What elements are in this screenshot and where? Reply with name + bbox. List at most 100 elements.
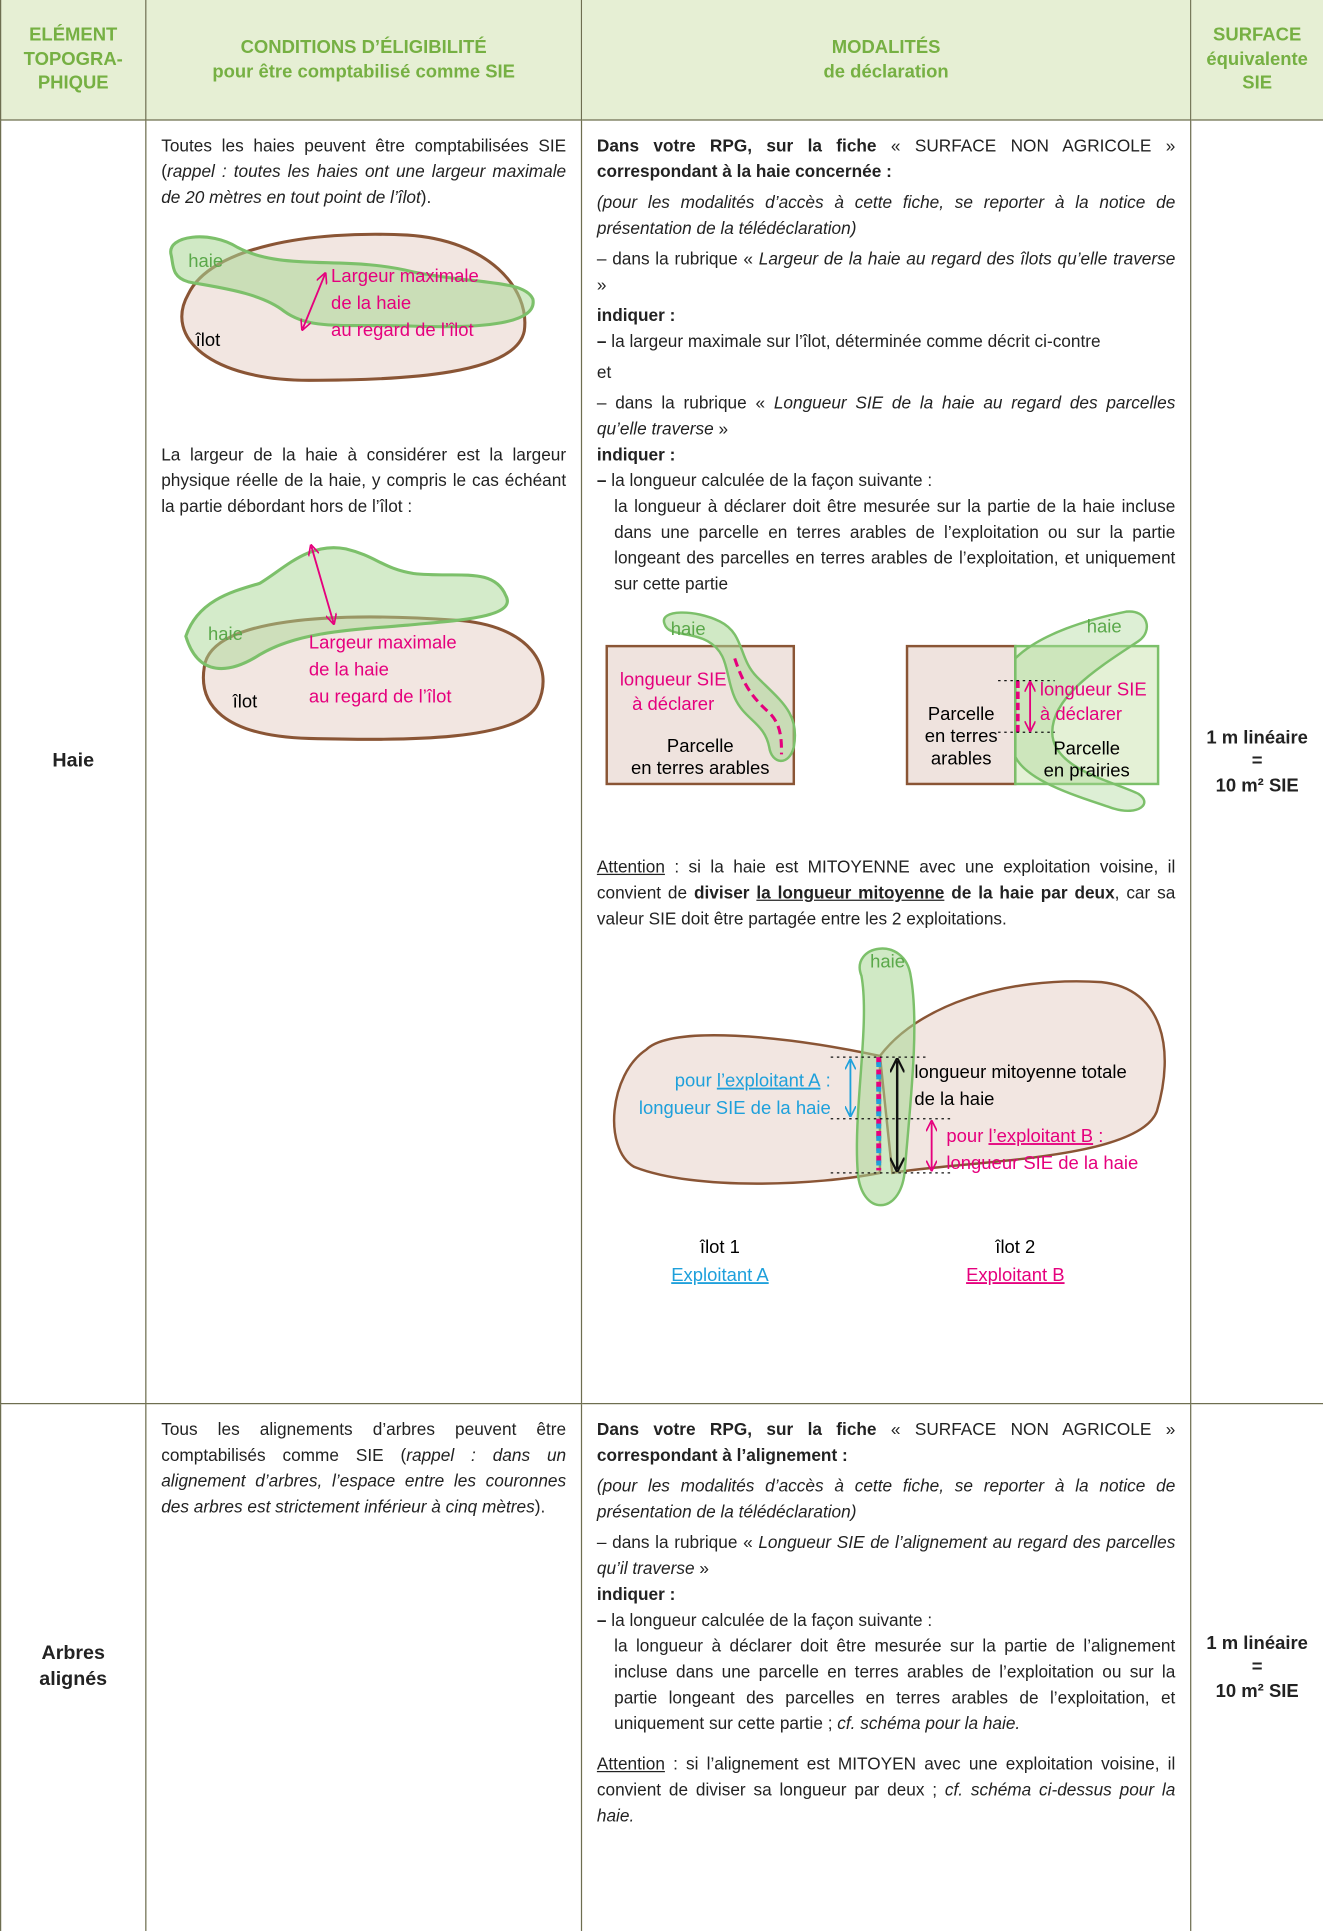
shape (905, 644, 1017, 786)
text: longueur SIE de la haie (639, 1097, 831, 1118)
text: Longueur SIE de la haie au regard des pa… (596, 392, 1176, 439)
text: cf. schéma ci-dessus pour la haie. (596, 1779, 1176, 1826)
text: – (596, 1609, 607, 1630)
shape (1014, 610, 1149, 812)
text: correspondant à l’alignement : (596, 1444, 848, 1465)
header-text: pour être comptabilisé comme SIE (212, 60, 515, 82)
element-name: alignés (39, 1668, 108, 1690)
paragraph: (pour les modalités d’accès à cette fich… (596, 191, 1176, 238)
element-name: Arbres (41, 1643, 105, 1665)
paragraph: la longueur à déclarer doit être mesurée… (597, 1633, 1175, 1736)
shape (733, 657, 784, 755)
text: Longueur SIE de l’alignement au regard d… (596, 1532, 1176, 1578)
text: de la haie (914, 1088, 994, 1109)
text: : (820, 1070, 830, 1091)
modalites-cell: Dans votre RPG, sur la fiche « SURFACE N… (582, 120, 1192, 1405)
text: Parcelle (667, 735, 734, 756)
paragraph: – la longueur calculée de la façon suiva… (597, 1607, 1175, 1633)
text: Attention (596, 856, 665, 877)
header-text: CONDITIONS D’ÉLIGIBILITÉ (240, 36, 487, 58)
text: l’exploitant A (717, 1070, 821, 1091)
surface-text: 10 m² SIE (1215, 1680, 1299, 1702)
text: la largeur maximale sur l’îlot, détermin… (606, 331, 1101, 351)
shape (303, 274, 325, 328)
header-cell: MODALITÉS de déclaration (582, 0, 1192, 121)
header-cell: SURFACE équivalente SIE (1191, 0, 1323, 121)
text: Dans votre RPG, sur la fiche (596, 1418, 877, 1439)
text: – (596, 470, 607, 490)
surface-text: = (1251, 751, 1263, 772)
text: Exploitant A (671, 1264, 769, 1285)
element-name: Haie (52, 750, 95, 772)
paragraph: La largeur de la haie à considérer est l… (161, 444, 567, 516)
paragraph: Dans votre RPG, sur la fiche « SURFACE N… (597, 1417, 1175, 1469)
text: rappel : toutes les haies ont une largeu… (161, 161, 567, 207)
paragraph: indiquer : (596, 1583, 676, 1604)
conditions-cell: Tous les alignements d’arbres peuvent êt… (146, 1404, 583, 1931)
text: à déclarer (1040, 703, 1122, 724)
paragraph: Dans votre RPG, sur la fiche « SURFACE N… (597, 133, 1175, 185)
text: haie (188, 250, 223, 271)
paragraph: – dans la rubrique « Longueur SIE de la … (597, 390, 1175, 442)
header-text: TOPOGRA- (23, 48, 123, 70)
text: – dans la rubrique « (596, 392, 774, 413)
text: – dans la rubrique « (596, 248, 759, 269)
shape (184, 546, 509, 671)
text: : (1093, 1125, 1103, 1146)
surface-cell: 1 m linéaire = 10 m² SIE (1191, 121, 1323, 1405)
diagram: haie pour l’exploitant A : longueur SIE … (612, 947, 1166, 1285)
text: « SURFACE NON AGRICOLE » (876, 1418, 1176, 1439)
text: – (596, 331, 607, 351)
paragraph: – dans la rubrique « Longueur SIE de l’a… (597, 1530, 1175, 1582)
text: à déclarer (632, 693, 714, 714)
header-cell: CONDITIONS D’ÉLIGIBILITÉ pour être compta… (146, 0, 583, 121)
shape (878, 980, 1166, 1175)
surface-text: 1 m linéaire (1206, 1632, 1308, 1654)
text: arables (931, 747, 992, 768)
element-cell: Haie (0, 120, 147, 1405)
text: l’exploitant B (988, 1125, 1093, 1146)
text: longueur mitoyenne totale (914, 1061, 1126, 1082)
text: en terres (925, 725, 998, 746)
conditions-cell: Toutes les haies peuvent être comptabili… (146, 120, 583, 1405)
text: » (596, 274, 607, 295)
text: pour (675, 1070, 717, 1091)
surface-text: = (1251, 1656, 1263, 1678)
text: » (694, 1558, 709, 1578)
text: Dans votre RPG, sur la fiche (596, 135, 877, 156)
paragraph: – la largeur maximale sur l’îlot, déterm… (597, 329, 1175, 355)
text: : si l’alignement est MITOYEN avec une e… (596, 1753, 1176, 1800)
text: de la haie (331, 292, 411, 313)
text: la longueur à déclarer doit être mesurée… (614, 1635, 1176, 1733)
text: îlot (232, 691, 258, 712)
text: – dans la rubrique « (596, 1532, 759, 1552)
text: : si la haie est MITOYENNE avec une expl… (596, 856, 1176, 903)
paragraph: – dans la rubrique « Largeur de la haie … (597, 246, 1175, 298)
surface-text: 10 m² SIE (1215, 775, 1299, 796)
text: de la haie (309, 659, 389, 680)
text: la longueur calculée de la façon suivant… (606, 1609, 933, 1630)
text: haie (870, 950, 905, 971)
element-cell: Arbres alignés (0, 1404, 147, 1931)
text: Tous les alignements d’arbres peuvent êt… (161, 1418, 567, 1465)
text: en terres arables (631, 757, 769, 778)
text: » (713, 418, 729, 439)
modalites-cell: Dans votre RPG, sur la fiche « SURFACE N… (582, 1404, 1192, 1931)
paragraph: la longueur à déclarer doit être mesurée… (614, 495, 1176, 594)
paragraph: indiquer : (596, 305, 676, 325)
text: correspondant à la haie concernée : (596, 161, 892, 181)
text: pour (946, 1125, 988, 1146)
text: Attention (596, 1753, 665, 1774)
surface-text: 1 m linéaire (1206, 727, 1308, 748)
header-text: SIE (1242, 72, 1273, 94)
text: Largeur maximale (309, 632, 457, 653)
text: longueur SIE (1040, 678, 1147, 699)
shape (612, 1034, 882, 1185)
text: longueur SIE (620, 668, 727, 689)
text: haie (1087, 616, 1122, 637)
text: ). (420, 187, 432, 207)
text: Largeur maximale (331, 265, 479, 286)
paragraph: (pour les modalités d’accès à cette fich… (596, 1475, 1176, 1522)
text: Largeur de la haie au regard des îlots q… (758, 248, 1176, 269)
